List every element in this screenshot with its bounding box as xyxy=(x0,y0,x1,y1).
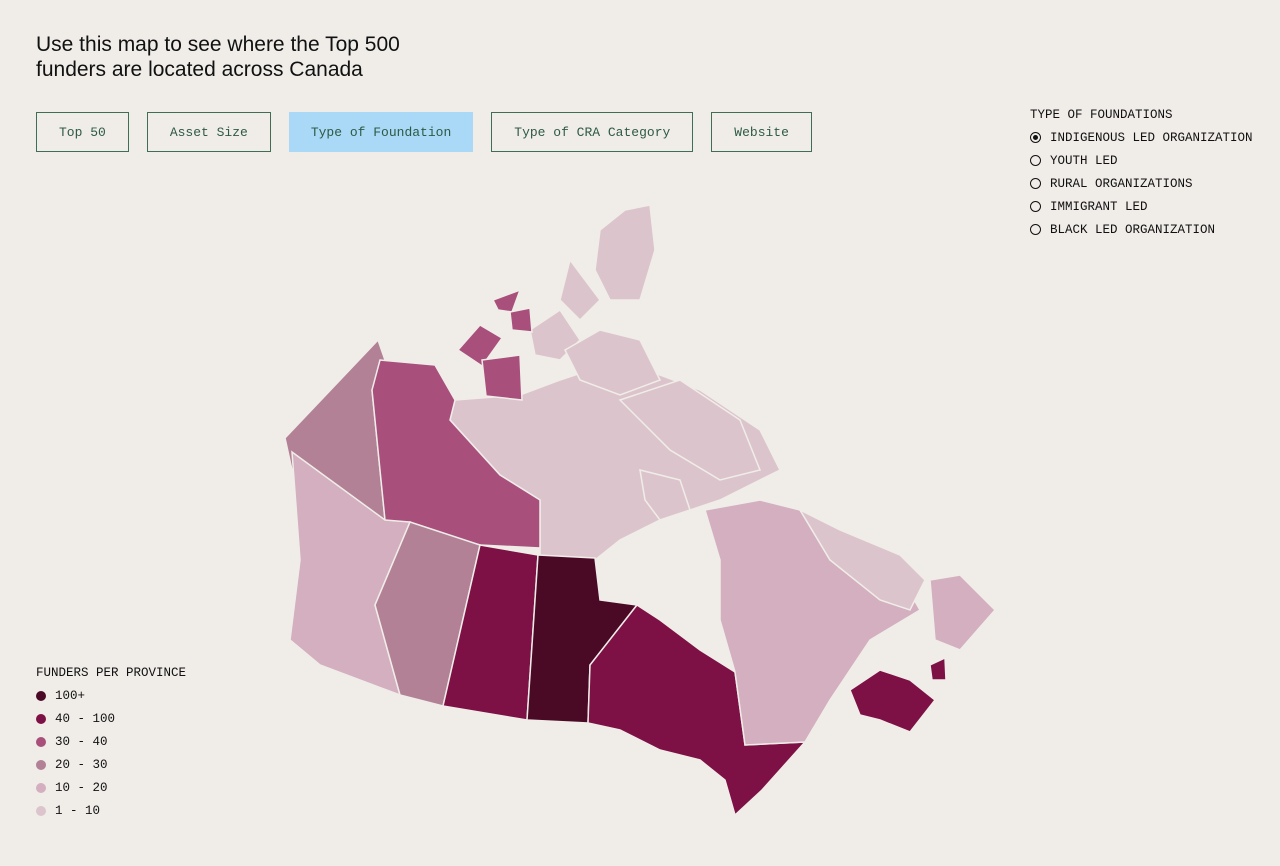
region xyxy=(559,258,601,322)
legend-swatch xyxy=(36,805,46,816)
option-label[interactable]: RURAL ORGANIZATIONS xyxy=(1050,176,1193,191)
legend-label: 40 - 100 xyxy=(55,711,116,726)
legend-item: 30 - 40 xyxy=(36,730,186,753)
nav-button[interactable]: Asset Size xyxy=(146,112,271,152)
legend-item: 100+ xyxy=(36,684,186,707)
legend-label: 30 - 40 xyxy=(55,734,108,749)
radio[interactable] xyxy=(1030,224,1041,235)
region xyxy=(374,521,481,707)
region xyxy=(371,359,541,549)
region xyxy=(509,307,533,333)
filters: TYPE OF FOUNDATIONS INDIGENOUS LED ORGAN… xyxy=(1030,108,1253,241)
filter-option[interactable]: YOUTH LED xyxy=(1030,149,1253,172)
filter-option[interactable]: RURAL ORGANIZATIONS xyxy=(1030,172,1253,195)
region xyxy=(929,656,947,681)
filter-option[interactable]: IMMIGRANT LED xyxy=(1030,195,1253,218)
option-label[interactable]: BLACK LED ORGANIZATION xyxy=(1050,222,1216,237)
radio[interactable] xyxy=(1030,201,1041,212)
region xyxy=(587,603,807,817)
legend-item: 20 - 30 xyxy=(36,753,186,776)
nav-button[interactable]: Type of Foundation xyxy=(288,112,474,152)
region xyxy=(849,669,937,733)
nav: Top 50 Asset Size Type of Foundation Type o… xyxy=(36,112,812,152)
legend-label: 100+ xyxy=(55,688,86,703)
region xyxy=(618,379,762,481)
legend-swatch xyxy=(36,690,46,701)
radio[interactable] xyxy=(1030,178,1041,189)
option-label[interactable]: YOUTH LED xyxy=(1050,153,1118,168)
region xyxy=(491,288,522,313)
option-label[interactable]: INDIGENOUS LED ORGANIZATION xyxy=(1050,130,1253,145)
option-label[interactable]: IMMIGRANT LED xyxy=(1050,199,1148,214)
nav-button[interactable]: Type of CRA Category xyxy=(491,112,694,152)
radio[interactable] xyxy=(1030,132,1041,143)
region xyxy=(929,574,997,651)
region xyxy=(564,329,662,396)
region xyxy=(798,508,926,611)
legend-title: FUNDERS PER PROVINCE xyxy=(36,666,187,680)
title-line: Use this map to see where the Top 500 xyxy=(36,33,400,56)
radio[interactable] xyxy=(1030,155,1041,166)
legend-swatch xyxy=(36,759,46,770)
region xyxy=(456,324,504,368)
region xyxy=(594,204,656,301)
filters-title: TYPE OF FOUNDATIONS xyxy=(1030,108,1173,122)
legend-item: 40 - 100 xyxy=(36,707,186,730)
legend-label: 1 - 10 xyxy=(55,803,101,818)
region xyxy=(481,354,523,401)
legend-swatch xyxy=(36,713,46,724)
filter-option[interactable]: INDIGENOUS LED ORGANIZATION xyxy=(1030,126,1253,149)
title-line: funders are located across Canada xyxy=(36,58,363,81)
nav-button[interactable]: Top 50 xyxy=(36,112,129,152)
nav-button[interactable]: Website xyxy=(711,112,812,152)
legend-swatch xyxy=(36,782,46,793)
legend-item: 10 - 20 xyxy=(36,776,186,799)
legend-swatch xyxy=(36,736,46,747)
region xyxy=(639,468,691,521)
legend-item: 1 - 10 xyxy=(36,799,186,822)
legend-label: 10 - 20 xyxy=(55,780,108,795)
legend: FUNDERS PER PROVINCE 100+ 40 - 100 30 - 40… xyxy=(36,666,186,822)
title: Use this map to see where the Top 500 fu… xyxy=(36,32,400,82)
legend-label: 20 - 30 xyxy=(55,757,108,772)
filter-option[interactable]: BLACK LED ORGANIZATION xyxy=(1030,218,1253,241)
